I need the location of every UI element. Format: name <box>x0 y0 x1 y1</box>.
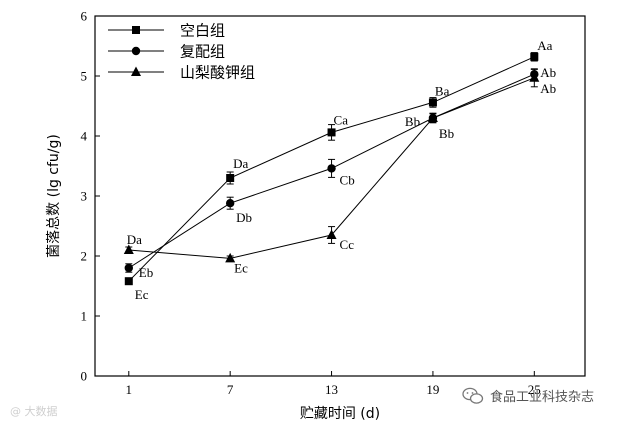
y-tick-label: 0 <box>81 369 88 384</box>
annotation-group: Ec Da Ca Ba Aa Eb Db Cb Bb Ab Da Ec Cc Bb Ab <box>127 38 556 302</box>
legend-label: 复配组 <box>180 43 225 61</box>
y-axis-title: 菌落总数 (lg cfu/g) <box>46 134 62 258</box>
y-tick-label: 1 <box>81 309 88 324</box>
data-point <box>225 199 235 208</box>
legend-item-2: 复配组 <box>108 43 225 61</box>
data-point <box>326 229 337 239</box>
data-point <box>124 277 133 286</box>
x-tick-label: 19 <box>426 382 439 397</box>
legend-item-3: 山梨酸钾组 <box>108 64 255 82</box>
point-annotation: Ba <box>435 83 450 98</box>
watermark-right: 食品工业科技杂志 <box>462 386 594 405</box>
data-point <box>327 164 336 173</box>
x-tick-label: 13 <box>325 382 338 397</box>
data-point <box>428 98 437 107</box>
point-annotation: Bb <box>405 114 420 129</box>
point-annotation: Cb <box>340 172 355 187</box>
watermark-right-text: 食品工业科技杂志 <box>490 390 595 405</box>
y-tick-label: 4 <box>81 129 88 144</box>
point-annotation: Ec <box>135 287 149 302</box>
point-annotation: Eb <box>139 265 153 280</box>
point-annotation: Da <box>233 156 248 171</box>
point-annotation: Db <box>236 210 252 225</box>
point-annotation: Aa <box>537 38 552 53</box>
wechat-icon <box>462 387 484 404</box>
plot-frame <box>94 15 586 377</box>
legend-marker <box>131 46 141 56</box>
series-group <box>123 52 540 286</box>
series-3 <box>123 68 540 263</box>
point-annotation: Da <box>127 232 142 247</box>
data-point <box>225 252 236 263</box>
point-annotation: Bb <box>439 126 454 141</box>
data-point <box>427 112 438 122</box>
y-tick-label: 3 <box>81 189 88 204</box>
point-annotation: Cc <box>340 237 355 252</box>
watermark-left: @ 大数据 <box>10 405 58 418</box>
legend-marker <box>131 66 141 76</box>
axes: 1 7 13 19 25 0 1 2 3 4 5 6 贮藏时间 (d) 菌落总数 (lg cfu/g) <box>46 9 586 422</box>
x-tick-label: 25 <box>528 382 541 397</box>
y-tick-label: 5 <box>81 69 88 84</box>
data-point <box>327 128 336 137</box>
legend-marker <box>132 26 140 34</box>
x-tick-label: 1 <box>126 382 133 397</box>
point-annotation: Ec <box>234 260 248 275</box>
y-tick-label: 6 <box>81 9 88 24</box>
x-tick-label: 7 <box>227 382 234 397</box>
legend-label: 空白组 <box>180 22 225 40</box>
data-point <box>226 174 235 182</box>
data-point <box>124 263 133 273</box>
x-axis-title: 贮藏时间 (d) <box>300 406 380 422</box>
point-annotation: Ab <box>540 81 556 96</box>
point-annotation: Ca <box>334 112 349 127</box>
series-1 <box>124 52 539 286</box>
point-annotation: Ab <box>540 65 556 80</box>
y-tick-label: 2 <box>81 249 88 264</box>
data-point <box>529 72 540 82</box>
data-point <box>530 52 539 61</box>
legend-label: 山梨酸钾组 <box>180 64 255 82</box>
legend-item-1: 空白组 <box>108 22 225 40</box>
data-point <box>123 244 134 254</box>
